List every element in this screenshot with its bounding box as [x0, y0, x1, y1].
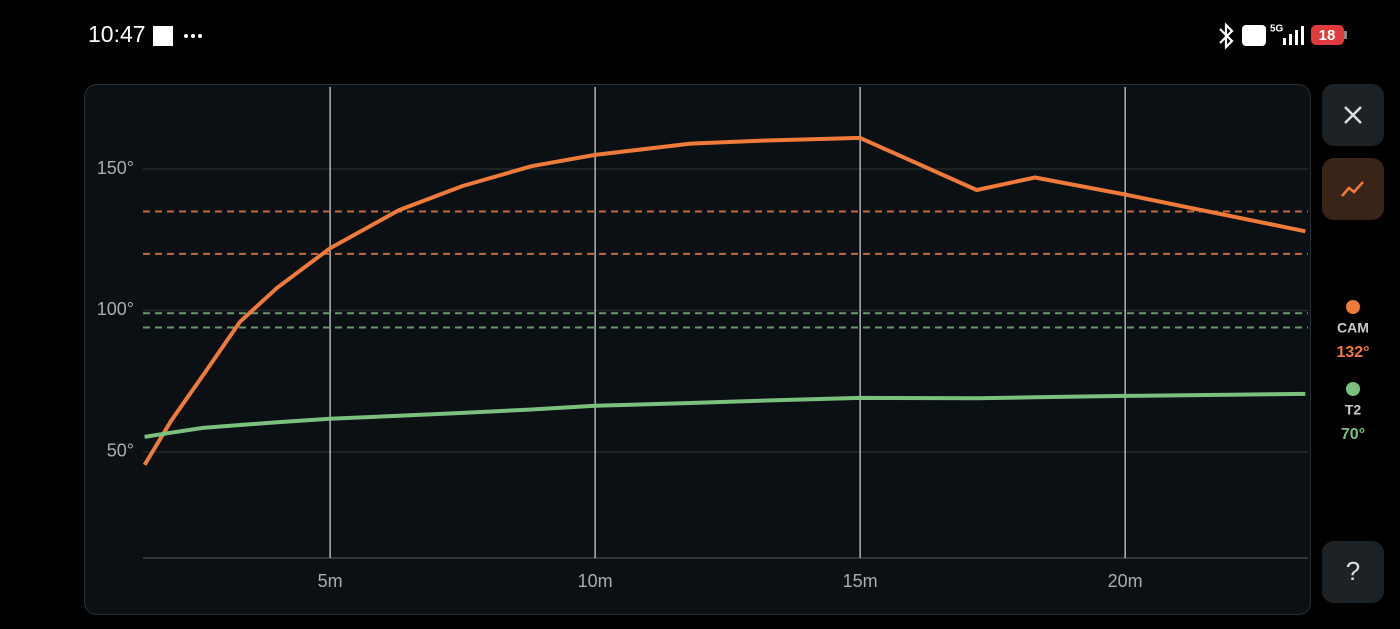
- battery-level: 18: [1319, 27, 1336, 44]
- plot-area: 50° 100° 150° 5m 10m 15m 20m: [97, 87, 1308, 591]
- legend-dot: [1346, 382, 1360, 396]
- x-tick-label: 5m: [318, 571, 343, 591]
- y-tick-label: 100°: [97, 299, 134, 319]
- help-button[interactable]: [1322, 541, 1384, 603]
- chart-panel: [84, 84, 1311, 615]
- legend-name: T2: [1345, 402, 1362, 418]
- chart-toggle-button[interactable]: [1322, 158, 1384, 220]
- y-tick-label: 50°: [107, 441, 134, 461]
- battery-icon: [1311, 25, 1344, 45]
- status-icon: [153, 26, 173, 46]
- legend-name: CAM: [1337, 320, 1369, 336]
- status-dots: [184, 34, 202, 38]
- signal-icon: [1283, 26, 1304, 45]
- legend-value: 70°: [1341, 426, 1365, 443]
- x-tick-label: 15m: [843, 571, 878, 591]
- y-tick-label: 150°: [97, 158, 134, 178]
- series-line: [144, 391, 1306, 439]
- x-tick-label: 10m: [578, 571, 613, 591]
- volte-icon: [1242, 25, 1266, 46]
- chart-icon: [1341, 181, 1364, 197]
- close-icon: [1344, 106, 1362, 124]
- battery-tip: [1344, 31, 1347, 39]
- status-time: 10:47: [88, 21, 146, 47]
- help-label: ?: [1346, 556, 1360, 586]
- legend-dot: [1346, 300, 1360, 314]
- x-tick-label: 20m: [1108, 571, 1143, 591]
- series-line: [142, 135, 1306, 466]
- bluetooth-icon: [1219, 22, 1234, 50]
- legend-value: 132°: [1336, 344, 1369, 361]
- legend: CAM 132° T2 70°: [1336, 300, 1370, 443]
- network-label: 5G: [1270, 24, 1284, 35]
